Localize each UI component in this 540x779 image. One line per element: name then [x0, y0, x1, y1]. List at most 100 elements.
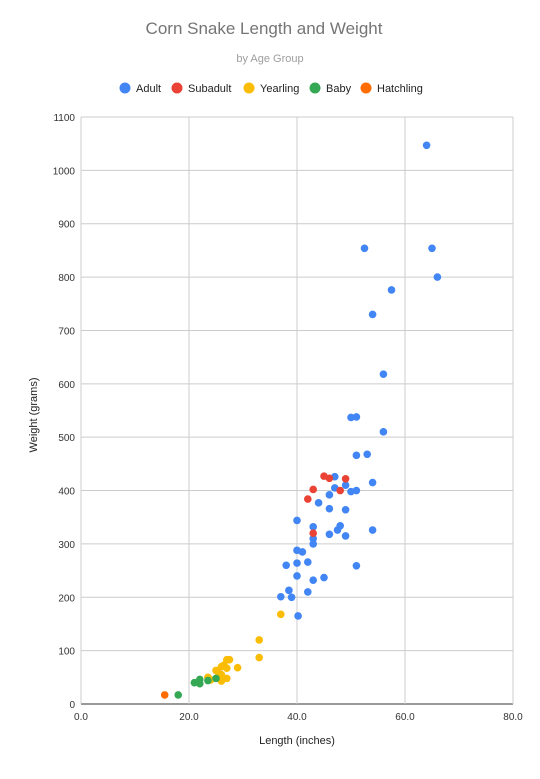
data-point	[255, 653, 263, 662]
legend-marker	[243, 82, 255, 94]
x-tick-label: 40.0	[287, 712, 307, 723]
data-points	[160, 141, 442, 699]
data-point	[293, 559, 301, 567]
legend-label: Adult	[136, 83, 161, 95]
legend-label: Subadult	[188, 83, 231, 95]
data-point	[341, 481, 350, 490]
chart-grid	[80, 116, 514, 705]
y-tick-label: 0	[69, 700, 75, 711]
data-point	[196, 679, 204, 688]
data-point	[368, 478, 377, 487]
y-tick-label: 700	[58, 326, 75, 337]
data-point	[293, 516, 301, 525]
chart-legend: Adult Subadult Yearling Baby Hatchling	[119, 82, 423, 95]
data-point	[368, 310, 377, 319]
x-tick-label: 0.0	[74, 712, 88, 723]
data-point	[352, 413, 361, 421]
y-tick-label: 1000	[53, 166, 76, 177]
data-point	[294, 612, 302, 620]
data-point	[325, 474, 334, 483]
y-tick-label: 900	[58, 220, 75, 231]
data-point	[352, 561, 361, 570]
data-point	[341, 505, 350, 514]
data-point	[304, 588, 312, 596]
data-point	[204, 676, 212, 685]
y-tick-label: 200	[58, 593, 75, 604]
data-point	[422, 141, 431, 150]
data-point	[304, 558, 312, 566]
data-point	[320, 573, 328, 582]
data-point	[379, 428, 388, 436]
legend-label: Baby	[326, 83, 352, 95]
data-point	[225, 655, 234, 664]
series-subadult	[304, 472, 350, 538]
y-axis-ticks: 0 100 200 300 400 500 600 700 800 900 1000 1100	[53, 113, 76, 711]
data-point	[341, 532, 350, 540]
data-point	[233, 663, 242, 672]
data-point	[314, 499, 323, 507]
data-point	[309, 576, 318, 584]
data-point	[333, 526, 342, 534]
y-tick-label: 100	[58, 647, 75, 658]
data-point	[160, 691, 169, 699]
y-tick-label: 400	[58, 487, 75, 498]
data-point	[255, 636, 263, 644]
legend-item-subadult: Subadult	[171, 82, 231, 95]
legend-item-hatchling: Hatchling	[360, 82, 423, 95]
legend-marker	[309, 82, 321, 94]
data-point	[309, 523, 318, 531]
data-point	[298, 548, 307, 556]
data-point	[352, 451, 361, 460]
y-axis-label: Weight (grams)	[28, 378, 40, 453]
data-point	[433, 273, 442, 281]
data-point	[309, 529, 318, 538]
series-adult	[277, 141, 442, 620]
data-point	[387, 286, 396, 294]
data-point	[174, 691, 182, 699]
legend-label: Hatchling	[377, 83, 423, 95]
data-point	[428, 244, 436, 253]
series-hatchling	[160, 691, 169, 699]
data-point	[325, 504, 334, 513]
series-yearling	[204, 610, 285, 685]
x-tick-label: 80.0	[503, 712, 523, 723]
y-tick-label: 500	[58, 433, 75, 444]
data-point	[341, 475, 350, 483]
data-point	[212, 674, 220, 683]
data-point	[217, 670, 226, 679]
data-point	[325, 491, 334, 499]
y-tick-label: 600	[58, 380, 75, 391]
data-point	[309, 534, 318, 543]
data-point	[282, 561, 291, 570]
data-point	[223, 664, 231, 673]
y-tick-label: 800	[58, 273, 75, 284]
data-point	[277, 592, 285, 601]
legend-label: Yearling	[260, 83, 299, 95]
x-tick-label: 20.0	[179, 712, 199, 723]
x-tick-label: 60.0	[395, 712, 415, 723]
y-tick-label: 300	[58, 540, 75, 551]
chart-title: Corn Snake Length and Weight	[146, 19, 383, 38]
data-point	[287, 593, 296, 602]
data-point	[325, 530, 334, 539]
y-tick-label: 1100	[53, 113, 75, 124]
data-point	[285, 586, 293, 595]
chart-subtitle: by Age Group	[236, 53, 303, 65]
legend-item-baby: Baby	[309, 82, 352, 95]
data-point	[368, 526, 377, 534]
data-point	[309, 485, 318, 494]
data-point	[277, 610, 285, 619]
legend-item-yearling: Yearling	[243, 82, 299, 95]
series-baby	[174, 674, 220, 699]
data-point	[336, 486, 345, 495]
data-point	[360, 244, 369, 253]
legend-marker	[360, 82, 372, 94]
legend-marker	[119, 82, 131, 94]
data-point	[304, 495, 312, 503]
legend-item-adult: Adult	[119, 82, 161, 95]
legend-marker	[171, 82, 183, 94]
data-point	[379, 370, 388, 379]
x-axis-ticks: 0.0 20.0 40.0 60.0 80.0	[74, 712, 523, 723]
